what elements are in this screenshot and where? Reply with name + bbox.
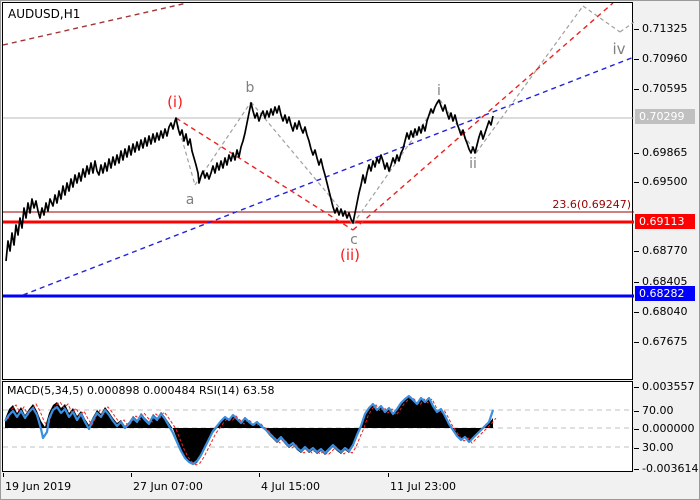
wave-label-ii-4: (ii)	[339, 246, 361, 264]
indicator-tick-4-label: -0.003614	[642, 462, 699, 475]
macd-histogram	[5, 397, 493, 465]
time-tick-0-label: 19 Jun 2019	[5, 480, 72, 493]
indicator-values-label: MACD(5,34,5) 0.000898 0.000484 RSI(14) 6…	[7, 384, 275, 397]
price-tick-6-mark	[634, 282, 639, 283]
wave-label-i-0: (i)	[167, 93, 183, 111]
wave-label-iv-7: iv	[612, 40, 626, 58]
wave-label-ii-6: ii	[469, 156, 477, 172]
price-tick-2-label: 0.70595	[642, 82, 688, 95]
macd-rsi-chart	[3, 394, 634, 466]
red-projection-0	[175, 117, 354, 231]
level-price-box-1: 0.69113	[635, 214, 695, 229]
price-tick-3-mark	[634, 153, 639, 154]
indicator-tick-0-mark	[634, 387, 639, 388]
price-tick-4-label: 0.69500	[642, 175, 688, 188]
wave-label-i-5: i	[437, 83, 441, 99]
price-tick-1-mark	[634, 59, 639, 60]
wave-label-a-2: a	[185, 192, 195, 208]
wave-connector-0	[175, 117, 196, 186]
indicator-tick-1-label: 70.00	[642, 404, 674, 417]
indicator-panel[interactable]: MACD(5,34,5) 0.000898 0.000484 RSI(14) 6…	[2, 381, 634, 472]
price-tick-7-mark	[634, 312, 639, 313]
wave-connector-7	[619, 21, 634, 33]
price-axis[interactable]: 0.71325 0.70960 0.70595 0.69865 0.69500 0.687…	[634, 1, 699, 499]
price-tick-8-label: 0.67675	[642, 335, 688, 348]
main-chart-panel[interactable]: AUDUSD,H1 23.6(0.69247) (i) b a c (ii) i ii iv	[2, 2, 634, 380]
price-tick-7-label: 0.68040	[642, 305, 688, 318]
indicator-tick-0-label: 0.003557	[642, 380, 695, 393]
maroon-trendline	[3, 3, 188, 46]
fibo-level-label: 23.6(0.69247)	[552, 198, 631, 211]
time-tick-2-mark	[259, 473, 260, 477]
wave-connector-2	[250, 101, 354, 225]
wave-label-b-1: b	[245, 80, 255, 96]
price-path	[5, 99, 494, 262]
macd-signal-line	[7, 396, 497, 466]
indicator-tick-3-label: 30.00	[642, 441, 674, 454]
symbol-timeframe-label: AUDUSD,H1	[8, 7, 81, 21]
time-tick-3-mark	[388, 473, 389, 477]
level-price-box-2: 0.68282	[635, 286, 695, 301]
price-tick-3-label: 0.69865	[642, 146, 688, 159]
current-price-box: 0.70299	[635, 109, 695, 124]
wave-connector-1	[194, 101, 252, 186]
price-tick-2-mark	[634, 89, 639, 90]
price-tick-4-mark	[634, 182, 639, 183]
time-tick-0-mark	[3, 473, 4, 477]
time-tick-3-label: 11 Jul 23:00	[390, 480, 456, 493]
wave-label-c-3: c	[350, 232, 358, 248]
price-chart	[3, 3, 634, 298]
time-axis[interactable]: 19 Jun 2019 27 Jun 07:00 4 Jul 15:00 11 Jul…	[1, 473, 634, 499]
price-tick-1-label: 0.70960	[642, 52, 688, 65]
indicator-tick-3-mark	[634, 448, 639, 449]
indicator-tick-1-mark	[634, 411, 639, 412]
price-tick-5-mark	[634, 251, 639, 252]
price-tick-5-label: 0.68770	[642, 244, 688, 257]
wave-connector-3	[352, 99, 441, 225]
price-tick-0-label: 0.71325	[642, 22, 688, 35]
indicator-tick-2-mark	[634, 429, 639, 430]
price-tick-6-label: 0.68405	[642, 275, 688, 288]
indicator-tick-4-mark	[634, 469, 639, 470]
rsi-line	[4, 394, 495, 466]
price-tick-8-mark	[634, 342, 639, 343]
time-tick-1-label: 27 Jun 07:00	[133, 480, 203, 493]
time-tick-2-label: 4 Jul 15:00	[261, 480, 320, 493]
indicator-tick-2-label: 0.000000	[642, 422, 695, 435]
wave-connector-6	[582, 5, 621, 33]
time-tick-1-mark	[131, 473, 132, 477]
price-tick-0-mark	[634, 29, 639, 30]
red-projection-1	[352, 3, 614, 231]
blue-trendline	[22, 56, 634, 296]
wave-connector-5	[475, 5, 584, 154]
